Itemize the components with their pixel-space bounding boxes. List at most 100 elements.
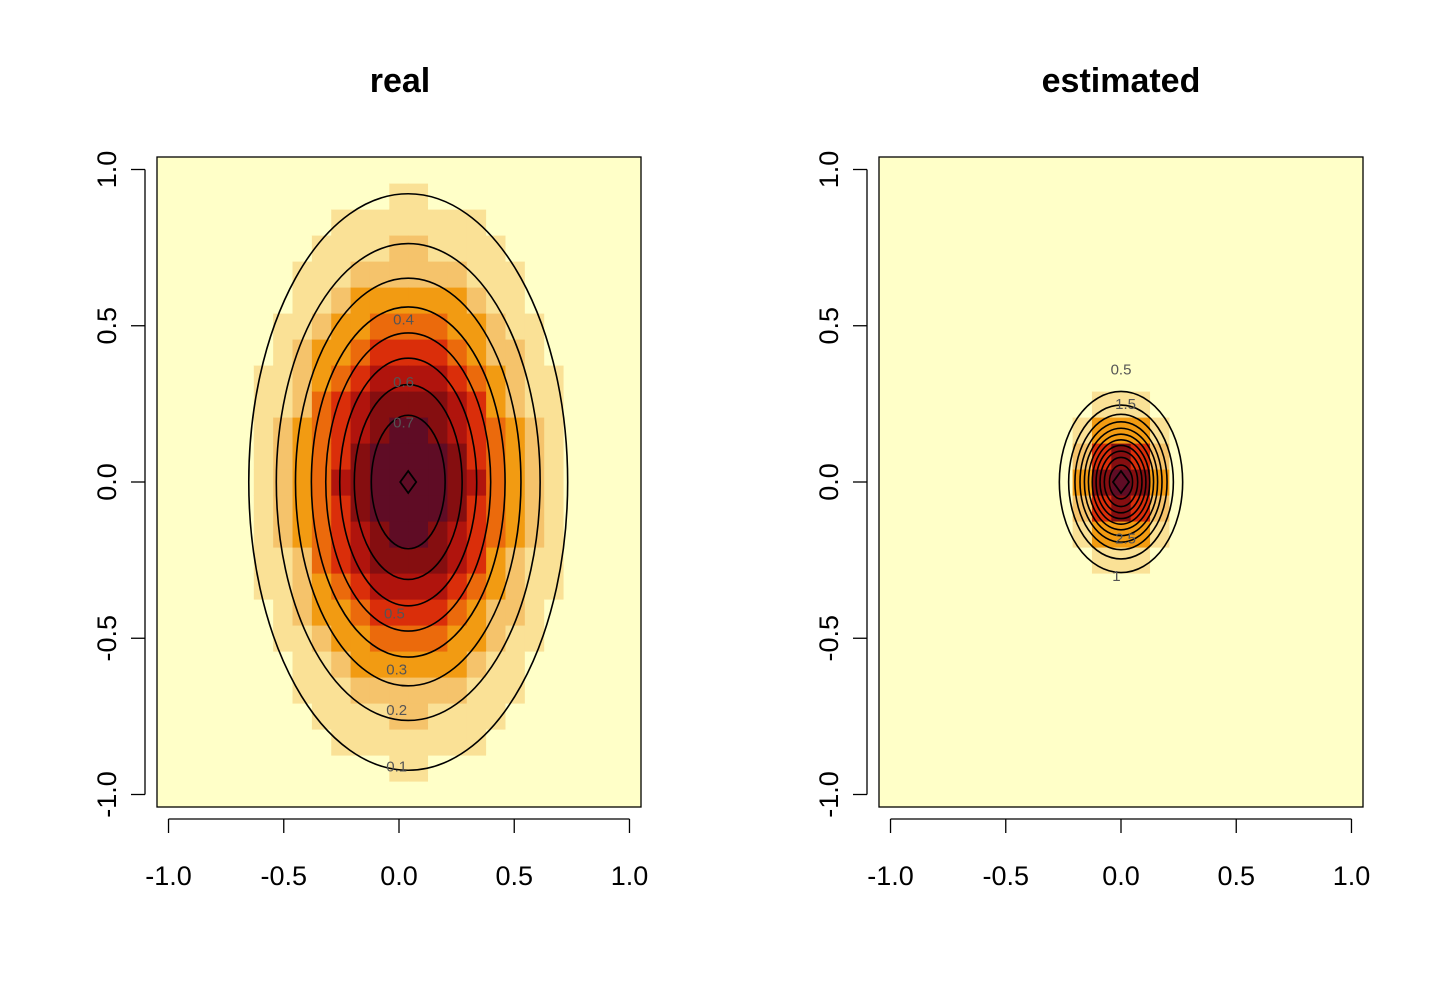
heatmap-cell <box>956 755 977 782</box>
heatmap-cell <box>1285 157 1306 184</box>
heatmap-cell <box>292 417 313 444</box>
heatmap-cell <box>195 287 216 314</box>
heatmap-cell <box>234 495 255 522</box>
contour-labels-real: 0.1 0.2 0.3 0.4 0.5 0.6 0.7 <box>384 312 414 776</box>
heatmap-cell <box>311 313 332 340</box>
heatmap-cell <box>956 703 977 730</box>
heatmap-cell <box>234 157 255 184</box>
heatmap-cell <box>602 729 623 756</box>
heatmap-cell <box>1188 781 1209 808</box>
heatmap-cell <box>408 521 429 548</box>
heatmap-cell <box>1111 443 1132 470</box>
heatmap-cell <box>273 157 294 184</box>
heatmap-cell <box>1304 261 1325 288</box>
heatmap-cell <box>582 261 603 288</box>
contour-line <box>247 192 569 772</box>
heatmap-cell <box>1266 729 1287 756</box>
heatmap-cell <box>563 183 584 210</box>
heatmap-cell <box>1246 703 1267 730</box>
heatmap-cell <box>253 703 274 730</box>
heatmap-cell <box>898 313 919 340</box>
heatmap-cell <box>1091 625 1112 652</box>
heatmap-cell <box>582 157 603 184</box>
heatmap-cell <box>563 417 584 444</box>
heatmap-cell <box>1343 183 1364 210</box>
y-tick-label: -1.0 <box>92 771 122 818</box>
heatmap-cell <box>408 261 429 288</box>
heatmap-cell <box>1188 547 1209 574</box>
heatmap-cell <box>544 469 565 496</box>
heatmap-cell <box>1324 469 1345 496</box>
heatmap-cell <box>1053 625 1074 652</box>
heatmap-cell <box>505 521 526 548</box>
heatmap-cell <box>157 521 177 548</box>
heatmap-cell <box>1169 313 1190 340</box>
heatmap-cell <box>1285 547 1306 574</box>
y-tick-label: -0.5 <box>92 615 122 662</box>
heatmap-cell <box>350 235 371 262</box>
heatmap-cell <box>1227 729 1248 756</box>
heatmap-cell <box>1324 703 1345 730</box>
heatmap-cell <box>350 495 371 522</box>
heatmap-cell <box>879 313 899 340</box>
heatmap-cell <box>1033 157 1054 184</box>
heatmap-cell <box>1266 157 1287 184</box>
heatmap-cell <box>602 547 623 574</box>
chart-title-real: real <box>370 62 431 100</box>
heatmap-cell <box>292 729 313 756</box>
heatmap-cell <box>157 729 177 756</box>
contour-line <box>1099 450 1143 514</box>
heatmap-cell <box>1227 209 1248 236</box>
heatmap-cell <box>602 157 623 184</box>
heatmap-cell <box>1266 703 1287 730</box>
heatmap-cell <box>1343 261 1364 288</box>
heatmap-cell <box>292 755 313 782</box>
heatmap-cell <box>1188 443 1209 470</box>
heatmap-cell <box>1053 183 1074 210</box>
heatmap-cell <box>956 313 977 340</box>
heatmap-cell <box>582 313 603 340</box>
heatmap-cell <box>937 339 958 366</box>
heatmap-cell <box>466 599 487 626</box>
heatmap-cell <box>176 235 197 262</box>
heatmap-cell <box>1053 703 1074 730</box>
heatmap-cell <box>428 365 448 392</box>
heatmap-cell <box>544 521 565 548</box>
heatmap-cell <box>898 157 919 184</box>
heatmap-cell <box>1324 391 1345 418</box>
heatmap-cell <box>1130 235 1151 262</box>
heatmap-cell <box>215 157 236 184</box>
heatmap-cell <box>1150 261 1170 288</box>
heatmap-cell <box>1324 599 1345 626</box>
heatmap-cell <box>253 677 274 704</box>
heatmap-cell <box>253 183 274 210</box>
heatmap-cell <box>1072 157 1093 184</box>
heatmap-cell <box>447 495 468 522</box>
heatmap-cell <box>1227 339 1248 366</box>
heatmap-cell <box>524 417 545 444</box>
heatmap-cell <box>1266 651 1287 678</box>
heatmap-cell <box>1246 183 1267 210</box>
heatmap-cell <box>157 391 177 418</box>
heatmap-cell <box>524 339 545 366</box>
heatmap-cell <box>1324 521 1345 548</box>
heatmap-cell <box>292 703 313 730</box>
heatmap-cell <box>1324 287 1345 314</box>
heatmap-cell <box>505 235 526 262</box>
heatmap-cell <box>234 599 255 626</box>
contour-line <box>1095 444 1147 520</box>
heatmap-cell <box>1091 547 1112 574</box>
heatmap-cell <box>544 443 565 470</box>
x-axis-estimated: -1.0 -0.5 0.0 0.5 1.0 <box>867 818 1370 891</box>
heatmap-cell <box>563 521 584 548</box>
heatmap-cell <box>157 651 177 678</box>
heatmap-cell <box>544 781 565 808</box>
heatmap-cell <box>1150 365 1170 392</box>
heatmap-cell <box>428 443 448 470</box>
heatmap-cell <box>486 417 507 444</box>
heatmap-cell <box>1266 313 1287 340</box>
contour-line <box>1074 413 1168 551</box>
heatmap-cell <box>1324 261 1345 288</box>
heatmap-cell <box>937 703 958 730</box>
heatmap-cell <box>447 313 468 340</box>
